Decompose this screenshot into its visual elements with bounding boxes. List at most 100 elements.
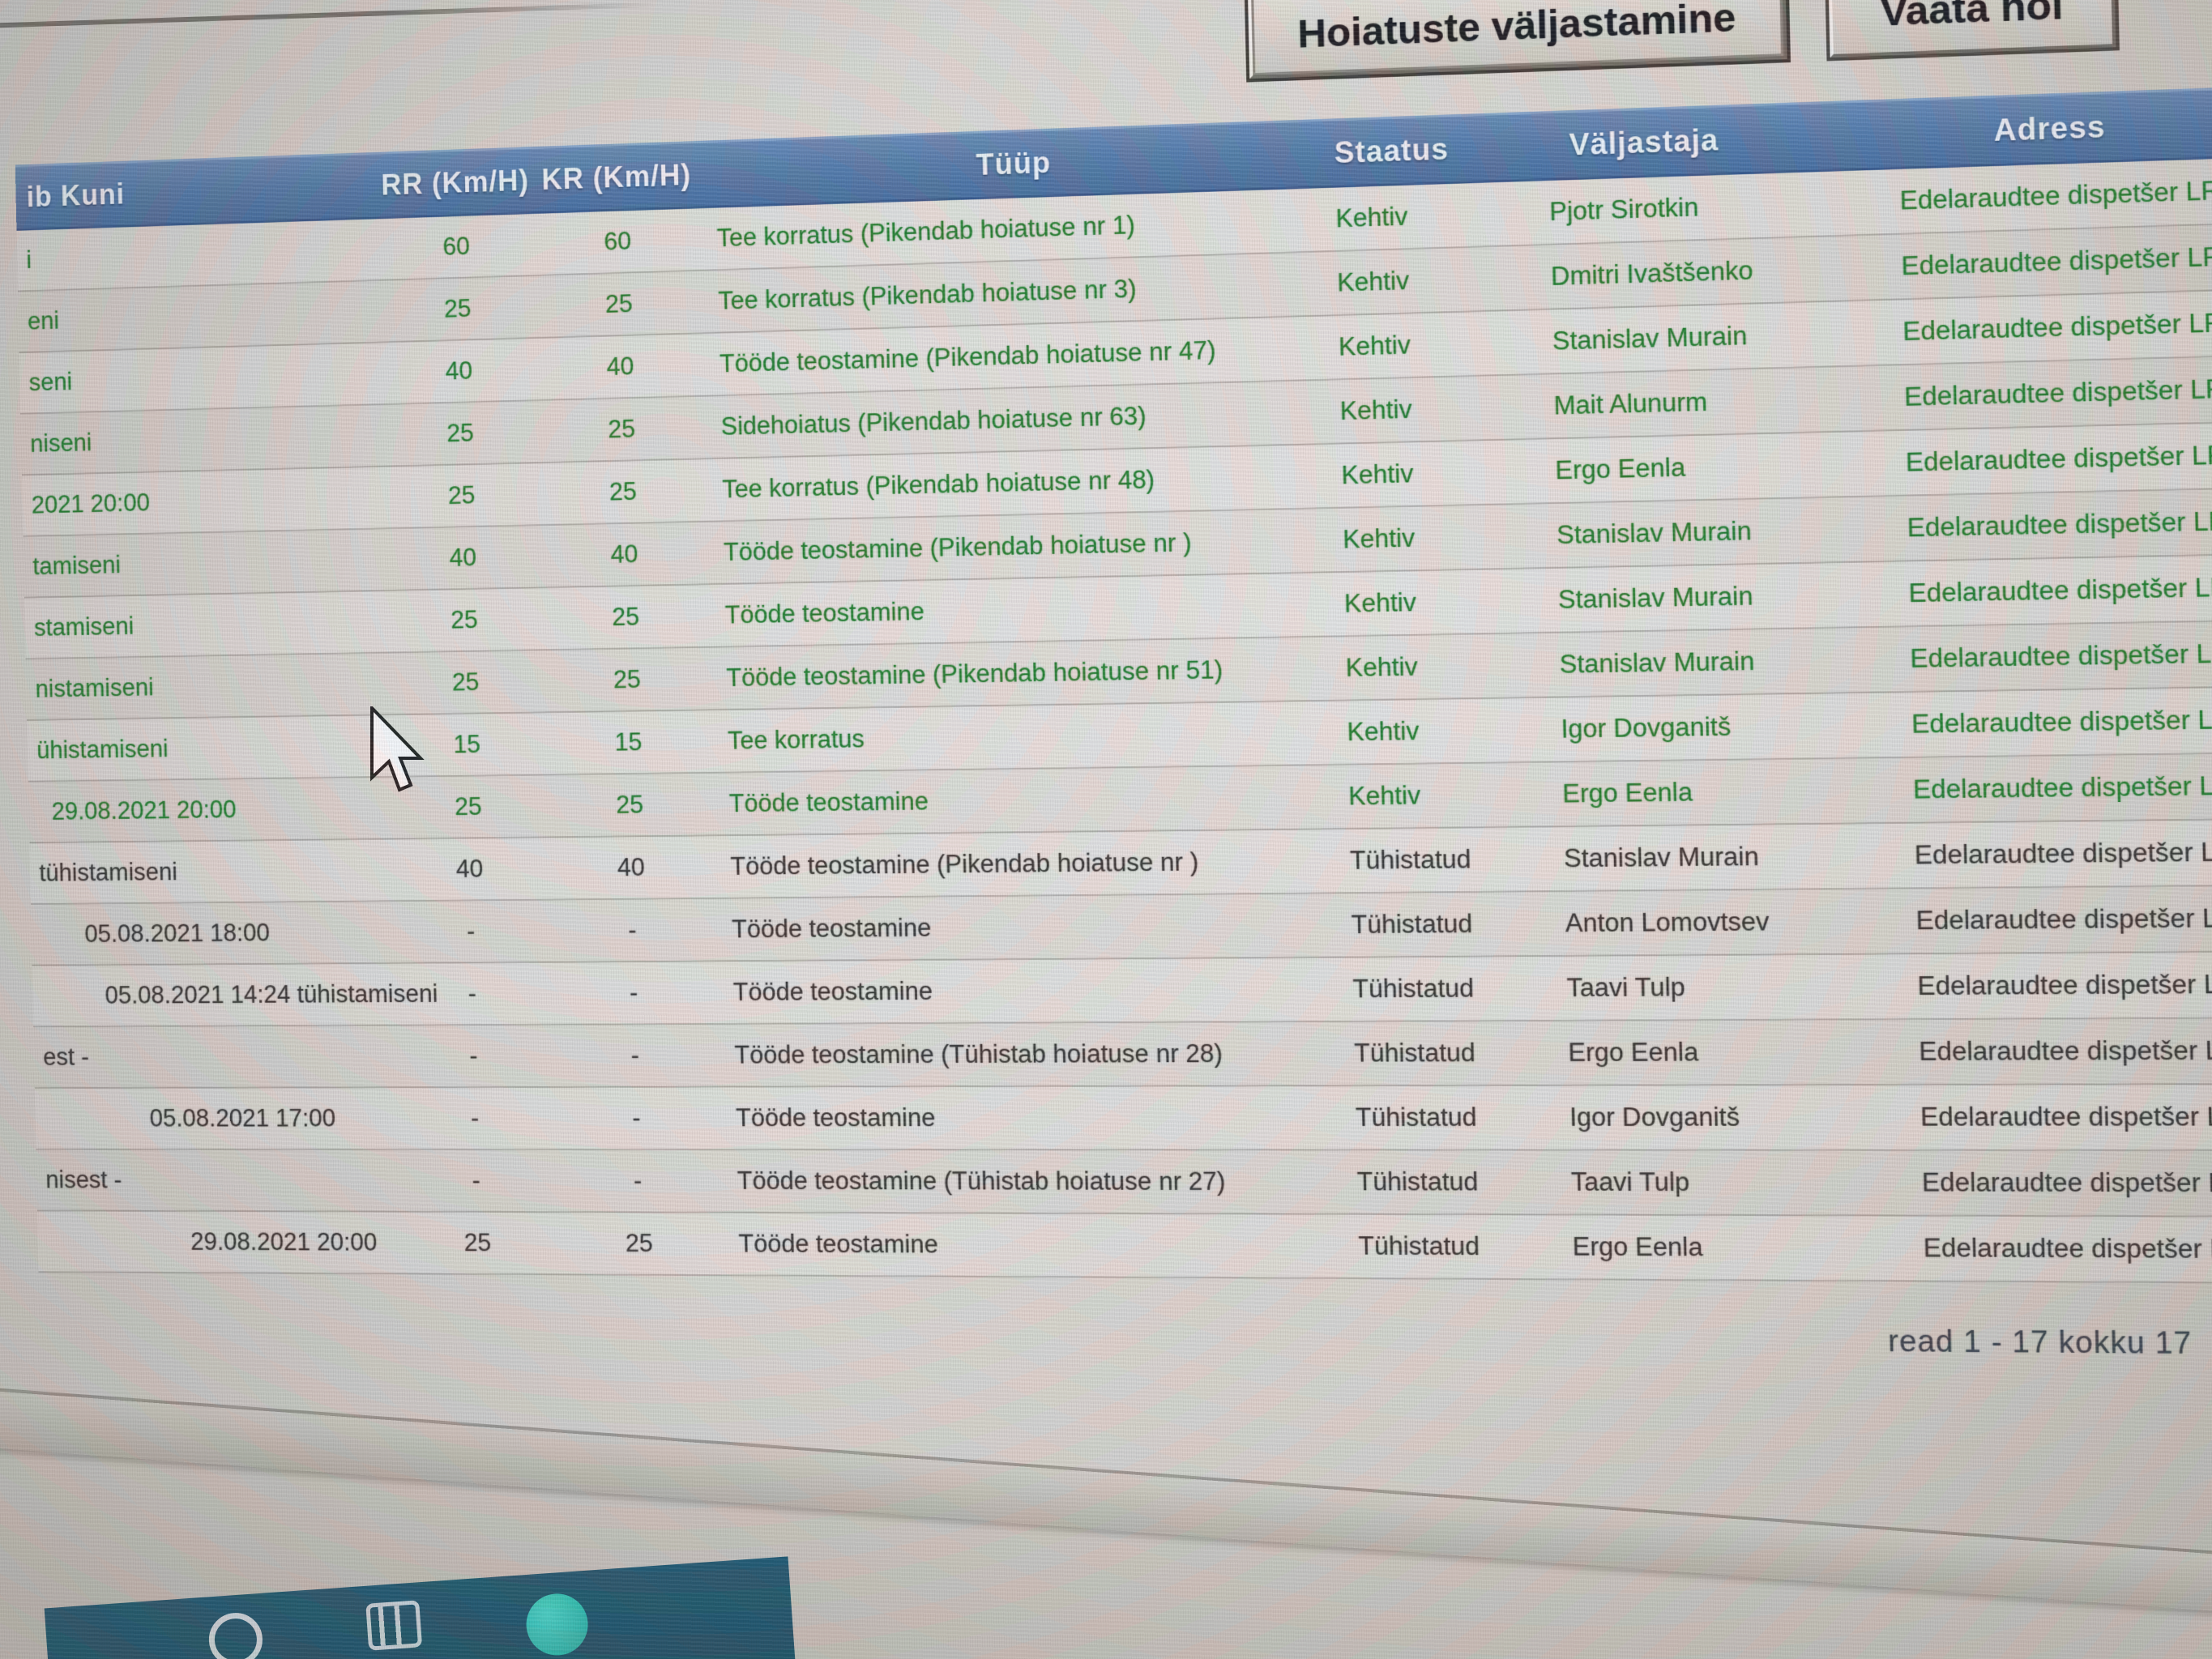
- cell-tyyp: Tööde teostamine (Pikendab hoiatuse nr 4…: [719, 335, 1216, 378]
- cell-tyyp: Tööde teostamine: [731, 913, 932, 944]
- cell-tyyp: Tööde teostamine: [735, 1103, 936, 1132]
- cell-tyyp: Tööde teostamine: [732, 976, 933, 1006]
- cell-kehtib-kuni: tühistamiseni: [39, 857, 178, 887]
- hoiatuste-valjastamine-button[interactable]: Hoiatuste väljastamine: [1247, 0, 1787, 79]
- cell-tyyp: Tee korratus (Pikendab hoiatuse nr 48): [722, 465, 1155, 504]
- cell-kehtib-kuni: seni: [28, 367, 73, 397]
- cell-kehtib-kuni: 2021 20:00: [31, 488, 151, 519]
- cell-staatus: Tühistatud: [1351, 909, 1473, 940]
- cell-adressaat: Edelaraudtee dispetšer LRD: [1907, 505, 2212, 543]
- table-row[interactable]: 29.08.2021 20:00 25 25 Tööde teostamine …: [36, 1211, 2212, 1285]
- column-header-staatus[interactable]: Staatus: [1334, 131, 1450, 170]
- cell-adressaat: Edelaraudtee dispetšer LRD: [1918, 1035, 2212, 1067]
- cell-kehtib-kuni: 29.08.2021 20:00: [190, 1227, 378, 1256]
- cell-kehtib-kuni: 05.08.2021 18:00: [84, 919, 271, 948]
- cell-staatus: Kehtiv: [1343, 587, 1417, 618]
- cell-tyyp: Tee korratus: [727, 724, 865, 755]
- vaata-hoiatusi-button[interactable]: Vaata hoi: [1828, 0, 2116, 58]
- cell-valjastaja: Stanislav Murain: [1556, 516, 1753, 550]
- cell-adressaat: Edelaraudtee dispetšer LRD: [1923, 1233, 2212, 1265]
- cell-kr: 25: [625, 1229, 654, 1258]
- cell-adressaat: Edelaraudtee dispetšer LRD: [1919, 1102, 2212, 1132]
- cell-staatus: Kehtiv: [1335, 202, 1408, 233]
- column-header-kehtib-kuni[interactable]: ib Kuni: [26, 177, 126, 214]
- cell-staatus: Tühistatud: [1355, 1102, 1477, 1132]
- teams-app-icon[interactable]: [524, 1591, 591, 1657]
- column-header-tyyp[interactable]: Tüüp: [976, 145, 1052, 182]
- cell-kr: -: [629, 978, 638, 1007]
- cell-tyyp: Tööde teostamine (Pikendab hoiatuse nr ): [723, 527, 1192, 566]
- cell-rr: 25: [447, 480, 476, 510]
- cell-tyyp: Tööde teostamine (Tühistab hoiatuse nr 2…: [737, 1166, 1226, 1196]
- cell-kehtib-kuni: stamiseni: [33, 612, 135, 642]
- cell-kr: 40: [606, 352, 634, 382]
- cell-valjastaja: Pjotr Sirotkin: [1548, 192, 1699, 227]
- cell-tyyp: Tööde teostamine (Tühistab hoiatuse nr 2…: [734, 1038, 1223, 1069]
- cell-valjastaja: Ergo Eenla: [1568, 1037, 1699, 1068]
- table-footer: read 1 - 17 kokku 17: [40, 1312, 2212, 1363]
- cell-rr: 60: [442, 232, 471, 261]
- cell-staatus: Tühistatud: [1353, 1038, 1476, 1068]
- task-view-icon[interactable]: [365, 1600, 423, 1651]
- cell-valjastaja: Dmitri Ivaštšenko: [1550, 255, 1753, 292]
- cell-kr: 40: [617, 853, 646, 882]
- table-row[interactable]: est - - - Tööde teostamine (Tühistab hoi…: [33, 1017, 2212, 1090]
- search-icon[interactable]: [207, 1610, 265, 1659]
- cell-staatus: Kehtiv: [1336, 266, 1410, 297]
- cell-kehtib-kuni: 29.08.2021 20:00: [51, 795, 237, 825]
- cell-rr: -: [466, 917, 476, 945]
- column-header-adressaat[interactable]: Adress: [1993, 109, 2107, 148]
- cell-kehtib-kuni: i: [26, 245, 32, 274]
- cell-valjastaja: Ergo Eenla: [1561, 777, 1693, 808]
- cell-rr: 25: [446, 418, 475, 448]
- cell-tyyp: Tee korratus (Pikendab hoiatuse nr 3): [718, 274, 1137, 315]
- cell-tyyp: Sidehoiatus (Pikendab hoiatuse nr 63): [720, 401, 1147, 441]
- cell-kr: 60: [603, 226, 632, 256]
- cell-tyyp: Tööde teostamine (Pikendab hoiatuse nr 5…: [726, 655, 1223, 693]
- cell-tyyp: Tööde teostamine: [728, 787, 929, 818]
- cell-rr: 25: [463, 1228, 492, 1257]
- cell-kehtib-kuni: 05.08.2021 14:24 tühistamiseni: [105, 979, 438, 1009]
- cell-adressaat: Edelaraudtee dispetšer LRD: [1911, 704, 2212, 739]
- column-header-valjastaja[interactable]: Väljastaja: [1569, 122, 1719, 162]
- cell-rr: -: [470, 1103, 480, 1132]
- cell-valjastaja: Ergo Eenla: [1555, 452, 1686, 485]
- cell-adressaat: Edelaraudtee dispetšer LRD: [1921, 1167, 2212, 1198]
- cell-adressaat: Edelaraudtee dispetšer LRD: [1909, 638, 2212, 674]
- column-header-rr-kmh[interactable]: RR (Km/H): [380, 163, 530, 202]
- cell-kehtib-kuni: ühistamiseni: [36, 734, 169, 765]
- cell-adressaat: Edelaraudtee dispetšer LRD: [1899, 175, 2212, 215]
- cell-valjastaja: Stanislav Murain: [1563, 842, 1760, 873]
- cell-rr: -: [469, 1041, 478, 1070]
- cell-adressaat: Edelaraudtee dispetšer LRD: [1917, 969, 2212, 1001]
- cell-kr: 25: [615, 790, 644, 819]
- cell-staatus: Kehtiv: [1339, 394, 1412, 426]
- cell-rr: 40: [455, 855, 484, 883]
- column-header-kr-kmh[interactable]: KR (Km/H): [541, 158, 692, 196]
- cell-rr: 25: [450, 605, 479, 634]
- cell-staatus: Tühistatud: [1352, 974, 1475, 1004]
- cell-kr: -: [628, 915, 637, 945]
- cell-rr: 40: [445, 356, 473, 386]
- cell-valjastaja: Anton Lomovtsev: [1565, 906, 1770, 938]
- cell-staatus: Kehtiv: [1345, 652, 1418, 683]
- cell-kr: -: [632, 1103, 641, 1132]
- table-row[interactable]: 05.08.2021 17:00 - - Tööde teostamine Tü…: [34, 1084, 2212, 1152]
- cell-adressaat: Edelaraudtee dispetšer LRD: [1903, 373, 2212, 412]
- cell-adressaat: Edelaraudtee dispetšer LRD: [1915, 902, 2212, 936]
- cell-kr: 25: [611, 602, 640, 632]
- cell-rr: 25: [443, 294, 472, 323]
- table-row[interactable]: nisest - - - Tööde teostamine (Tühistab …: [36, 1149, 2212, 1218]
- cell-valjastaja: Stanislav Murain: [1557, 581, 1753, 615]
- cell-kehtib-kuni: est -: [42, 1043, 90, 1071]
- cell-valjastaja: Igor Dovganitš: [1561, 711, 1732, 744]
- cell-kehtib-kuni: nisest -: [45, 1166, 122, 1194]
- cell-staatus: Kehtiv: [1347, 780, 1421, 811]
- cell-valjastaja: Mait Alunurm: [1553, 387, 1708, 420]
- cell-kr: -: [630, 1041, 640, 1069]
- cell-staatus: Kehtiv: [1341, 458, 1414, 490]
- cell-staatus: Kehtiv: [1338, 330, 1411, 361]
- cell-kr: 25: [607, 414, 636, 444]
- warnings-table: ib Kuni RR (Km/H) KR (Km/H) Tüüp Staatus…: [15, 82, 2212, 1363]
